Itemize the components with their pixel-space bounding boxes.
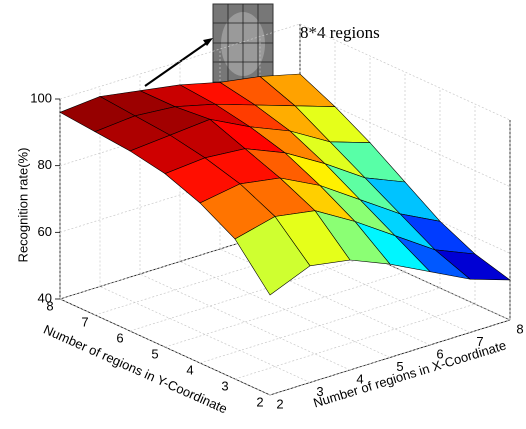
grid-line bbox=[139, 273, 351, 371]
grid-line bbox=[164, 271, 406, 348]
annotation-arrow bbox=[144, 41, 209, 87]
grid-line bbox=[59, 23, 301, 100]
x-tick-label: 4 bbox=[356, 371, 363, 386]
grid-line bbox=[299, 223, 511, 321]
grid-line bbox=[199, 287, 441, 364]
grid-line bbox=[129, 255, 371, 332]
arrow-head bbox=[203, 38, 213, 46]
z-tick-label: 60 bbox=[38, 224, 52, 239]
grid-line bbox=[269, 319, 511, 396]
z-axis-label: Recognition rate(%) bbox=[15, 148, 30, 263]
y-axis-label: Number of regions in Y-Coordinate bbox=[41, 322, 229, 417]
y-tick-label: 5 bbox=[151, 346, 158, 361]
grid-line bbox=[299, 23, 511, 121]
x-tick-label: 2 bbox=[276, 396, 283, 411]
y-tick-label: 4 bbox=[186, 362, 193, 377]
y-tick-label: 7 bbox=[81, 314, 88, 329]
grid-line bbox=[299, 90, 511, 187]
x-tick-label: 3 bbox=[316, 384, 323, 399]
x-tick-label: 8 bbox=[516, 321, 523, 336]
z-tick-label: 40 bbox=[38, 290, 52, 305]
x-tick-label: 6 bbox=[436, 346, 443, 361]
z-tick-label: 100 bbox=[30, 90, 52, 105]
y-tick-label: 8 bbox=[46, 298, 53, 313]
grid-line bbox=[299, 157, 511, 254]
y-tick-label: 6 bbox=[116, 330, 123, 345]
z-tick-label: 80 bbox=[38, 157, 52, 172]
y-tick-label: 2 bbox=[256, 394, 263, 409]
x-tick-label: 7 bbox=[476, 334, 483, 349]
face-image bbox=[212, 3, 274, 83]
y-tick-label: 3 bbox=[221, 378, 228, 393]
annotation: 8*4 regions bbox=[300, 23, 380, 42]
grid-line bbox=[234, 303, 476, 380]
x-tick-label: 5 bbox=[396, 359, 403, 374]
surface-cell bbox=[234, 216, 311, 296]
